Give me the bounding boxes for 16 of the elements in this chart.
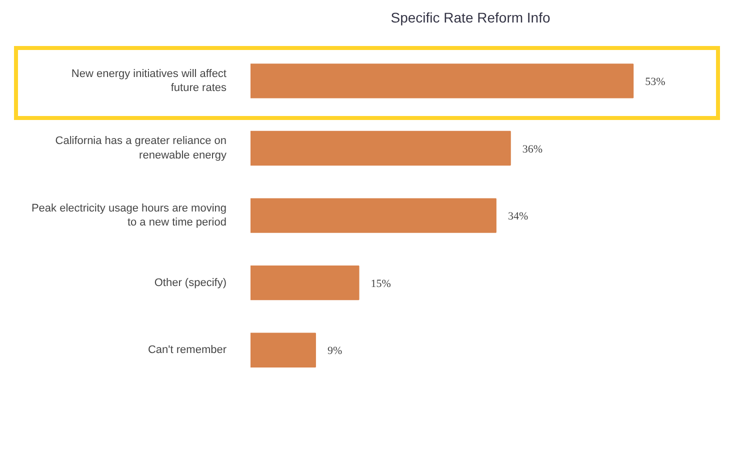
bar — [250, 266, 360, 300]
data-label: 15% — [370, 278, 391, 290]
bar — [250, 332, 316, 368]
bar — [250, 130, 511, 166]
data-label: 36% — [522, 143, 543, 156]
y-tick-label: New energy initiatives will affect future rates — [71, 68, 227, 94]
bar — [250, 198, 496, 233]
data-label: 34% — [508, 210, 528, 223]
data-label: 9% — [327, 345, 342, 358]
y-tick-label: Other (specify) — [154, 276, 227, 289]
data-label: 53% — [645, 76, 666, 88]
chart-title: Specific Rate Reform Info — [390, 10, 550, 26]
y-tick-label: Can't remember — [148, 344, 227, 356]
bar — [250, 64, 634, 98]
y-tick-label: Peak electricity usage hours are moving to a new time period — [31, 202, 227, 229]
y-tick-label: California has a greater reliance on renewable energy — [55, 135, 227, 162]
